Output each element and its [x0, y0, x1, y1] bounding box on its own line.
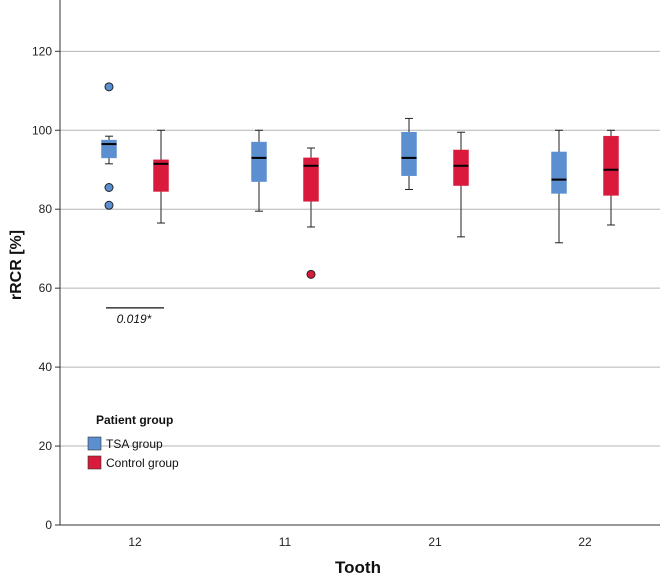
y-axis-ticks: 0 20 40 60 80 100 120 — [32, 44, 60, 532]
box-tsa-group-11 — [251, 129, 267, 212]
legend-swatch-tsa — [87, 436, 102, 451]
box-groups — [101, 82, 619, 279]
y-tick-label: 40 — [39, 360, 53, 374]
box-iqr — [453, 149, 469, 186]
y-tick-label: 20 — [39, 439, 53, 453]
box-tsa-group-12 — [101, 82, 117, 210]
x-axis-title: Tooth — [335, 558, 381, 577]
x-tick-label: 22 — [578, 535, 592, 549]
annotations: 0.019* — [106, 307, 164, 326]
y-tick-label: 120 — [32, 44, 52, 58]
legend-label-control: Control group — [106, 456, 179, 470]
legend-label-tsa: TSA group — [106, 437, 163, 451]
box-control-group-12 — [153, 129, 169, 224]
box-iqr — [603, 135, 619, 196]
x-tick-label: 21 — [428, 535, 442, 549]
box-control-group-11 — [303, 147, 319, 279]
x-tick-label: 11 — [279, 535, 292, 549]
x-tick-label: 12 — [128, 535, 142, 549]
legend-swatch-control — [87, 455, 102, 470]
plot-frame — [59, 0, 660, 526]
gridlines — [60, 50, 660, 447]
significance-label: 0.019* — [117, 312, 152, 326]
box-iqr — [401, 131, 417, 176]
box-iqr — [251, 141, 267, 182]
y-tick-label: 100 — [32, 123, 52, 137]
outlier-point — [104, 82, 114, 92]
box-iqr — [303, 157, 319, 202]
box-iqr — [153, 159, 169, 192]
box-tsa-group-22 — [551, 129, 567, 244]
y-axis-title: rRCR [%] — [8, 230, 25, 300]
x-axis-ticks: 12 11 21 22 — [128, 535, 592, 549]
y-tick-label: 80 — [39, 202, 53, 216]
box-tsa-group-21 — [401, 117, 417, 190]
box-iqr — [101, 139, 117, 159]
outlier-point — [306, 269, 316, 279]
box-control-group-21 — [453, 131, 469, 238]
outlier-point — [104, 183, 114, 192]
legend: Patient group TSA group Control group — [87, 413, 179, 470]
box-control-group-22 — [603, 129, 619, 226]
box-iqr — [551, 151, 567, 194]
legend-title: Patient group — [96, 413, 173, 427]
y-tick-label: 0 — [45, 518, 52, 532]
outlier-point — [104, 200, 114, 210]
y-tick-label: 60 — [39, 281, 53, 295]
